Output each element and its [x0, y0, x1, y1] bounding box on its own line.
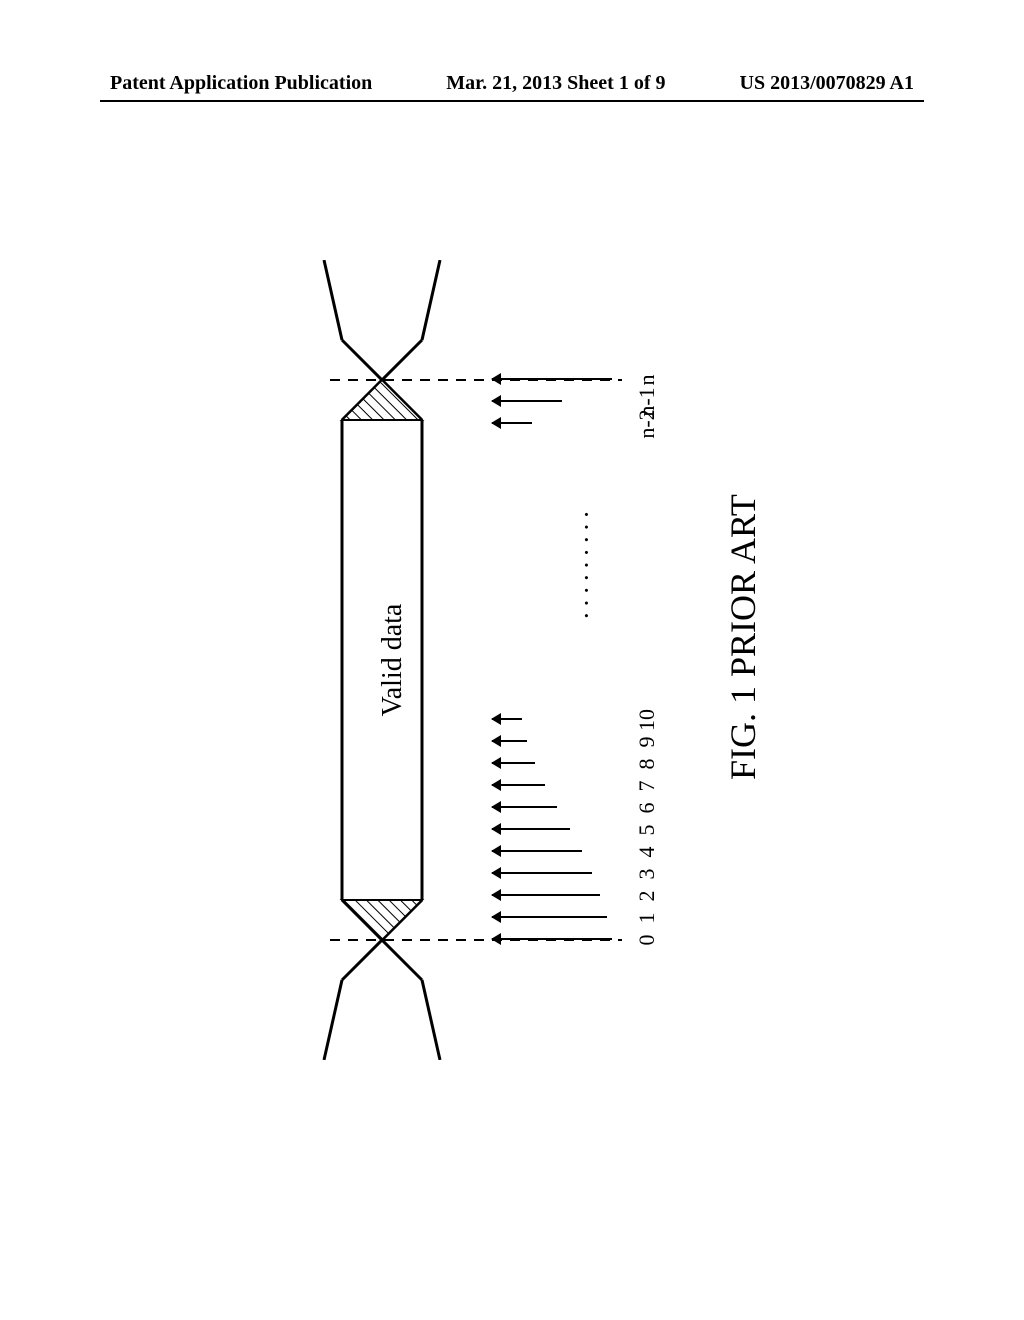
sample-label: 2	[634, 891, 660, 902]
sample-label: 5	[634, 825, 660, 836]
sample-label: 0	[634, 935, 660, 946]
sample-arrow	[492, 422, 532, 424]
sample-arrow	[492, 378, 612, 380]
sample-arrow	[492, 806, 557, 808]
page-header: Patent Application Publication Mar. 21, …	[0, 72, 1024, 95]
sample-arrow	[492, 740, 527, 742]
rotated-content: Valid data 012345678910n-2n-1n ·········…	[322, 260, 702, 1060]
sample-arrow	[492, 850, 582, 852]
sample-arrow	[492, 938, 612, 940]
sample-label: 8	[634, 759, 660, 770]
header-center: Mar. 21, 2013 Sheet 1 of 9	[446, 72, 665, 95]
header-rule	[100, 100, 924, 102]
sample-arrow	[492, 762, 535, 764]
sample-arrow	[492, 916, 607, 918]
sample-label: n	[634, 375, 660, 386]
header-left: Patent Application Publication	[110, 72, 372, 95]
sample-arrow	[492, 894, 600, 896]
figure-container: Valid data 012345678910n-2n-1n ·········…	[162, 210, 862, 1110]
sample-label: 9	[634, 737, 660, 748]
sample-arrow	[492, 400, 562, 402]
sample-label: 1	[634, 913, 660, 924]
sample-label: 3	[634, 869, 660, 880]
sample-label: 4	[634, 847, 660, 858]
sample-label: 6	[634, 803, 660, 814]
sample-label: 10	[634, 709, 660, 731]
figure-caption: FIG. 1 PRIOR ART	[722, 494, 764, 780]
sample-label: n-1	[634, 387, 660, 416]
sample-arrow	[492, 718, 522, 720]
ellipsis: ·········	[572, 506, 602, 620]
valid-data-label: Valid data	[377, 604, 409, 717]
sample-arrow	[492, 872, 592, 874]
sample-arrow	[492, 784, 545, 786]
sample-arrow	[492, 828, 570, 830]
header-right: US 2013/0070829 A1	[740, 72, 914, 95]
sample-label: 7	[634, 781, 660, 792]
